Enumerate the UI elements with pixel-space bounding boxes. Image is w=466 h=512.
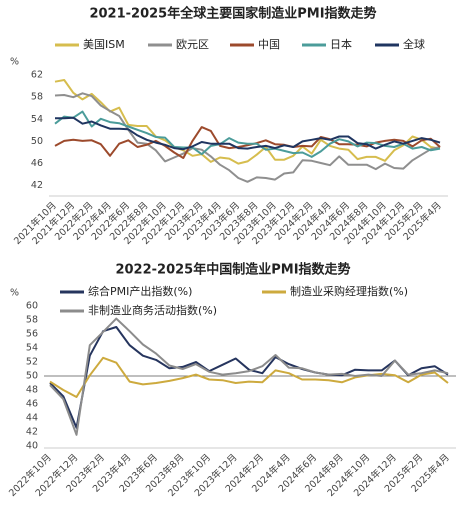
y-tick-label: 52 (26, 357, 38, 368)
y-tick-label: 54 (26, 343, 38, 354)
series-line (49, 356, 449, 398)
y-unit: % (10, 57, 19, 68)
y-tick-label: 42 (26, 427, 38, 438)
series-line (49, 317, 449, 436)
y-tick-label: 46 (31, 158, 43, 169)
y-tick-label: 50 (31, 136, 43, 147)
y-unit: % (10, 288, 19, 299)
y-tick-label: 58 (31, 92, 43, 103)
y-tick-label: 50 (26, 371, 38, 382)
legend-label: 全球 (403, 37, 425, 51)
series-line (54, 79, 441, 165)
y-tick-label: 42 (31, 180, 43, 191)
y-tick-label: 62 (31, 70, 43, 81)
legend-label: 非制造业商务活动指数(%) (88, 303, 217, 317)
series-line (54, 92, 441, 183)
series-line (49, 326, 449, 429)
y-tick-label: 48 (26, 385, 38, 396)
chart-title: 2021-2025年全球主要国家制造业PMI指数走势 (89, 6, 376, 22)
y-tick-label: 44 (26, 413, 38, 424)
series-line (54, 110, 441, 158)
series-line (54, 126, 441, 159)
y-tick-label: 56 (26, 329, 38, 340)
legend-label: 综合PMI产出指数(%) (88, 284, 192, 298)
legend-label: 美国ISM (83, 38, 125, 51)
legend-label: 欧元区 (176, 38, 209, 51)
y-tick-label: 60 (26, 301, 38, 312)
y-tick-label: 54 (31, 114, 43, 125)
series-line (55, 116, 441, 151)
y-tick-label: 58 (26, 315, 38, 326)
legend-label: 中国 (258, 38, 280, 51)
y-tick-label: 40 (26, 441, 38, 452)
legend-label: 制造业采购经理指数(%) (290, 284, 408, 298)
legend-label: 日本 (330, 37, 352, 51)
y-tick-label: 46 (26, 399, 38, 410)
chart-title: 2022-2025年中国制造业PMI指数走势 (115, 262, 350, 278)
